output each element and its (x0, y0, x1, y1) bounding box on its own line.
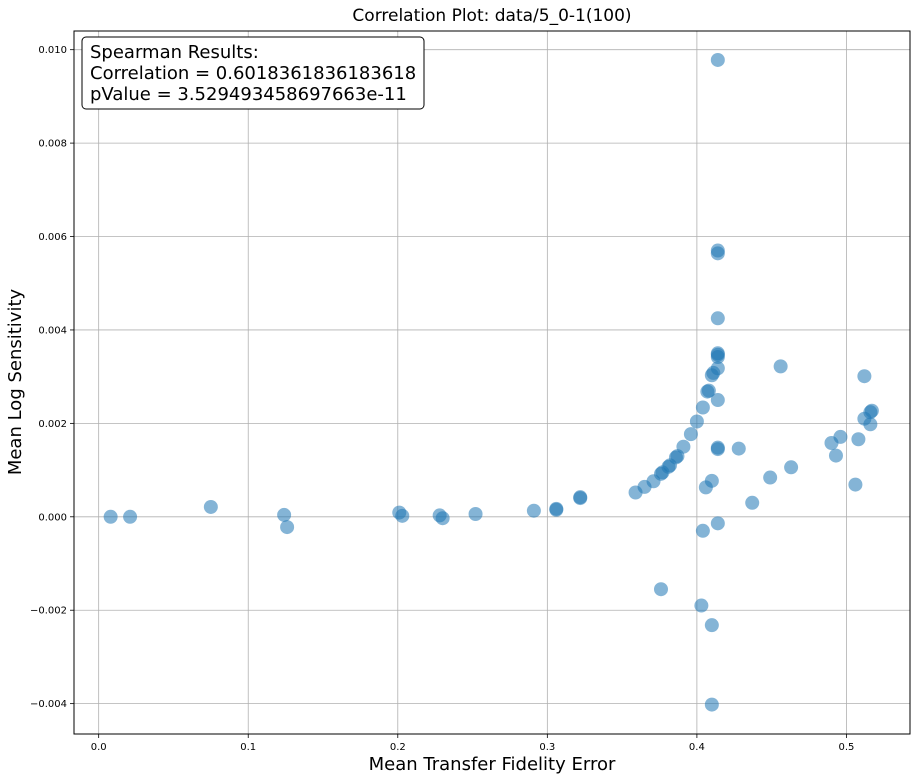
y-axis-ticks: −0.004 −0.002 0.000 0.002 0.004 0.006 0.008 0.0… (30, 45, 74, 710)
scatter-point (526, 503, 541, 518)
scatter-point (763, 470, 778, 485)
chart-title: Correlation Plot: data/5_0-1(100) (352, 6, 631, 26)
stats-pvalue: pValue = 3.529493458697663e-11 (90, 84, 407, 105)
x-tick-label: 0.4 (689, 742, 705, 753)
scatter-point (549, 501, 564, 516)
scatter-point (203, 499, 218, 514)
scatter-point (103, 509, 118, 524)
plot-area-frame (73, 30, 911, 735)
scatter-point (695, 523, 710, 538)
scatter-point (864, 403, 879, 418)
x-axis-label: Mean Transfer Fidelity Error (369, 754, 616, 775)
scatter-point (683, 427, 698, 442)
scatter-point (573, 490, 588, 505)
scatter-point (784, 460, 799, 475)
scatter-point (863, 417, 878, 432)
x-tick-label: 0.0 (91, 742, 107, 753)
scatter-point (710, 440, 725, 455)
scatter-point (701, 383, 716, 398)
scatter-point (828, 448, 843, 463)
y-tick-label: −0.002 (30, 606, 67, 617)
x-tick-label: 0.3 (539, 742, 555, 753)
scatter-point (704, 618, 719, 633)
scatter-point (704, 473, 719, 488)
y-tick-label: 0.008 (38, 139, 67, 150)
scatter-point (280, 520, 295, 535)
scatter-point (695, 400, 710, 415)
stats-box-frame (81, 36, 425, 110)
stats-heading: Spearman Results: (90, 42, 259, 63)
scatter-point (710, 52, 725, 67)
scatter-point (689, 414, 704, 429)
scatter-point (731, 441, 746, 456)
scatter-point (676, 439, 691, 454)
y-tick-label: 0.002 (38, 419, 67, 430)
scatter-point (694, 598, 709, 613)
scatter-point (773, 359, 788, 374)
x-tick-label: 0.5 (838, 742, 854, 753)
scatter-point (848, 477, 863, 492)
scatter-point (710, 311, 725, 326)
scatter-point (123, 509, 138, 524)
y-tick-label: 0.000 (38, 512, 67, 523)
y-tick-label: 0.004 (38, 325, 67, 336)
x-tick-label: 0.1 (240, 742, 256, 753)
stats-correlation: Correlation = 0.6018361836183618 (90, 63, 416, 84)
scatter-point (745, 495, 760, 510)
scatter-point (435, 511, 450, 526)
x-tick-label: 0.2 (390, 742, 406, 753)
y-tick-label: 0.006 (38, 232, 67, 243)
scatter-point (710, 346, 725, 361)
scatter-point (710, 361, 725, 376)
scatter-point (851, 432, 866, 447)
scatter-point (710, 243, 725, 258)
scatter-point (710, 393, 725, 408)
scatter-point (468, 506, 483, 521)
scatter-point (653, 582, 668, 597)
stats-annotation-box: Spearman Results: Correlation = 0.601836… (81, 36, 425, 110)
scatter-point (710, 516, 725, 531)
grid (74, 31, 910, 734)
x-axis-ticks: 0.0 0.1 0.2 0.3 0.4 0.5 (91, 734, 854, 753)
y-tick-label: 0.010 (38, 45, 67, 56)
scatter-point (704, 697, 719, 712)
data-points (103, 52, 879, 712)
scatter-point (833, 429, 848, 444)
scatter-point (857, 369, 872, 384)
y-tick-label: −0.004 (30, 699, 67, 710)
scatter-point (395, 508, 410, 523)
scatter-point (277, 507, 292, 522)
y-axis-label: Mean Log Sensitivity (5, 288, 26, 475)
